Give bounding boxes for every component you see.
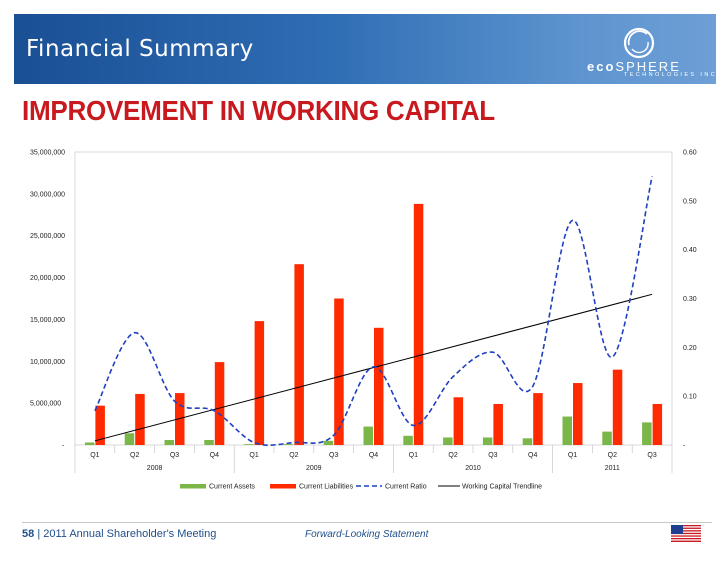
footer-separator: | [37, 528, 41, 540]
x-quarter-label: Q2 [608, 452, 617, 459]
x-quarter-label: Q1 [409, 452, 418, 459]
y-left-tick-label: 35,000,000 [30, 150, 65, 157]
x-year-label: 2009 [306, 465, 322, 472]
y-right-tick-label: 0.30 [683, 296, 697, 303]
chart-lines [94, 176, 653, 447]
x-quarter-label: Q2 [130, 452, 139, 459]
bar-current-liabilities [612, 369, 623, 445]
current-ratio-line [94, 176, 653, 447]
us-flag-icon [671, 525, 701, 542]
bar-current-assets [164, 439, 174, 445]
bar-current-assets [522, 438, 533, 445]
logo-sphere: SPHERE [615, 59, 681, 74]
x-quarter-label: Q1 [90, 452, 99, 459]
bar-current-assets [204, 439, 214, 445]
y-left-tick-label: 30,000,000 [30, 191, 65, 198]
x-quarter-label: Q3 [170, 452, 179, 459]
plot-area-frame [74, 151, 673, 446]
chart-grid [74, 151, 673, 446]
footer-left: 58 | 2011 Annual Shareholder's Meeting [22, 528, 216, 540]
bar-current-assets [602, 431, 612, 445]
y-left-tick-label: 25,000,000 [30, 233, 65, 240]
y-left-tick-label: - [62, 443, 65, 450]
y-right-tick-label: - [683, 443, 686, 450]
bar-current-liabilities [652, 403, 663, 445]
y-right-tick-label: 0.10 [683, 394, 697, 401]
x-quarter-label: Q4 [210, 452, 219, 459]
bar-current-liabilities [374, 327, 384, 445]
working-capital-chart: 35,000,000 30,000,000 25,000,000 20,000,000… [30, 150, 697, 491]
logo-eco: eco [587, 59, 616, 74]
bar-current-assets [562, 416, 572, 445]
bar-current-liabilities [294, 264, 304, 445]
x-quarter-label: Q4 [528, 452, 537, 459]
logo-wordmark: ecoSPHERE [587, 59, 681, 74]
bar-current-liabilities [413, 203, 424, 445]
chart-bars [84, 203, 663, 445]
x-quarter-label: Q3 [488, 452, 497, 459]
bar-current-liabilities [493, 403, 503, 445]
bar-current-liabilities [453, 397, 464, 445]
x-quarter-label: Q1 [568, 452, 577, 459]
y-right-tick-label: 0.50 [683, 198, 697, 205]
bar-current-liabilities [214, 362, 225, 445]
y-right-tick-label: 0.20 [683, 345, 697, 352]
bar-current-assets [642, 422, 652, 445]
bar-current-liabilities [573, 383, 583, 445]
bar-current-liabilities [533, 393, 543, 445]
x-quarter-label: Q3 [647, 452, 656, 459]
bar-current-liabilities [175, 393, 185, 445]
y-left-tick-label: 10,000,000 [30, 359, 65, 366]
legend-label: Current Liabilities [299, 484, 354, 491]
bar-current-assets [84, 442, 95, 445]
chart-legend: Current Assets Current Liabilities Current… [180, 484, 542, 491]
x-year-label: 2011 [605, 465, 620, 472]
y-right-tick-label: 0.40 [683, 247, 697, 254]
y-left-tick-label: 15,000,000 [30, 317, 65, 324]
header-bar [14, 14, 716, 84]
bar-current-assets [363, 426, 373, 445]
bar-current-assets [244, 444, 254, 445]
bar-current-liabilities [334, 298, 344, 445]
bar-current-liabilities [135, 393, 145, 445]
x-quarter-label: Q1 [249, 452, 258, 459]
x-quarter-label: Q3 [329, 452, 338, 459]
bar-current-assets [323, 440, 334, 445]
bar-current-assets [482, 437, 493, 445]
bar-current-liabilities [254, 321, 265, 445]
bar-current-assets [124, 433, 135, 445]
legend-label: Current Ratio [385, 484, 427, 491]
legend-swatch [270, 484, 296, 489]
bar-current-liabilities [95, 405, 105, 445]
logo-subtitle: TECHNOLOGIES INC. [624, 72, 722, 78]
legend-label: Current Assets [209, 484, 255, 491]
bar-current-assets [283, 444, 294, 445]
footer-center-text: Forward-Looking Statement [305, 529, 429, 540]
chart-axes: 35,000,000 30,000,000 25,000,000 20,000,000… [30, 150, 697, 473]
x-quarter-label: Q2 [289, 452, 298, 459]
footer-meeting: 2011 Annual Shareholder's Meeting [43, 528, 217, 540]
x-year-label: 2008 [147, 465, 163, 472]
y-left-tick-label: 5,000,000 [30, 401, 61, 408]
legend-label: Working Capital Trendline [462, 484, 542, 491]
bar-current-assets [403, 435, 413, 445]
page-number: 58 [22, 528, 35, 540]
x-year-label: 2010 [465, 465, 481, 472]
slide-headline: IMPROVEMENT IN WORKING CAPITAL [22, 95, 495, 126]
legend-swatch [180, 484, 206, 489]
bar-current-assets [443, 437, 453, 445]
x-quarter-label: Q2 [448, 452, 457, 459]
page-title: Financial Summary [26, 36, 254, 62]
x-quarter-label: Q4 [369, 452, 378, 459]
footer-divider [22, 522, 712, 523]
ecosphere-logo-icon [623, 27, 655, 59]
y-right-tick-label: 0.60 [683, 150, 697, 157]
y-left-tick-label: 20,000,000 [30, 275, 65, 282]
